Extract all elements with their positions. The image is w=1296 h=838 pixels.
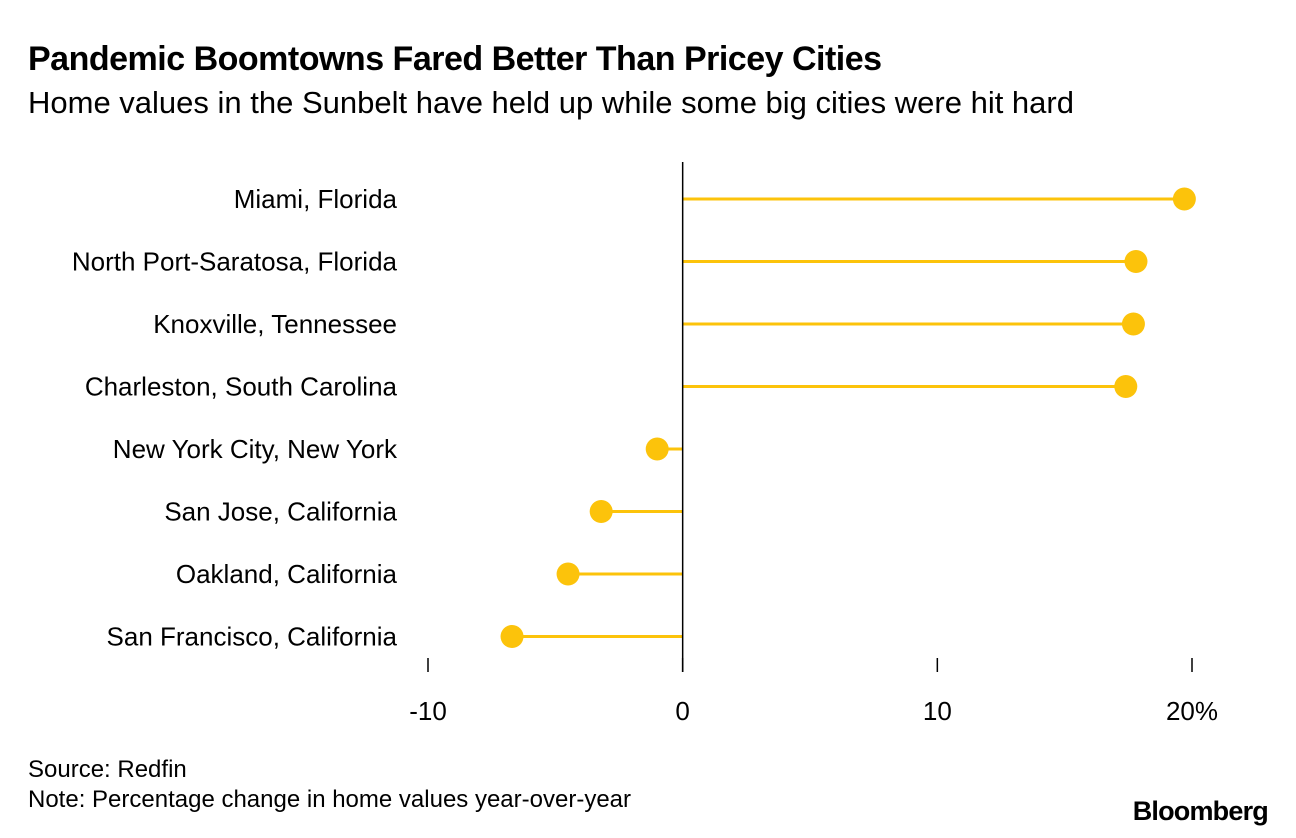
category-label: Charleston, South Carolina xyxy=(85,372,398,402)
category-label: Oakland, California xyxy=(176,559,398,589)
x-tick-label: 10 xyxy=(923,696,952,726)
chart-title: Pandemic Boomtowns Fared Better Than Pri… xyxy=(28,40,882,78)
x-axis-tick-labels: -10 0 10 20% xyxy=(409,696,1218,726)
stems xyxy=(512,197,1185,638)
lollipop-dot xyxy=(645,437,669,461)
x-tick-label: -10 xyxy=(409,696,447,726)
category-labels: Miami, Florida North Port-Saratosa, Flori… xyxy=(72,184,398,652)
lollipop-dot xyxy=(589,500,613,523)
bloomberg-logo: Bloomberg xyxy=(1132,796,1269,826)
source-note: Source: Redfin xyxy=(28,756,187,783)
lollipop-dot xyxy=(1124,250,1148,273)
chart-subtitle: Home values in the Sunbelt have held up … xyxy=(28,85,1074,120)
footnote: Note: Percentage change in home values y… xyxy=(28,786,631,813)
category-label: San Francisco, California xyxy=(107,622,398,652)
lollipop-dot xyxy=(1114,375,1138,398)
category-label: North Port-Saratosa, Florida xyxy=(72,247,398,277)
category-label: Knoxville, Tennessee xyxy=(153,309,397,339)
category-label: Miami, Florida xyxy=(234,184,398,214)
x-axis-ticks xyxy=(427,658,1193,672)
category-label: New York City, New York xyxy=(113,434,398,464)
lollipop-dot xyxy=(556,562,580,586)
lollipop-dot xyxy=(1121,312,1145,336)
category-label: San Jose, California xyxy=(164,497,397,527)
x-tick-label: 0 xyxy=(675,696,689,726)
lollipop-dot xyxy=(1172,187,1196,211)
lollipop-dot xyxy=(500,625,524,648)
x-tick-label: 20% xyxy=(1166,696,1218,726)
dots xyxy=(500,187,1196,648)
